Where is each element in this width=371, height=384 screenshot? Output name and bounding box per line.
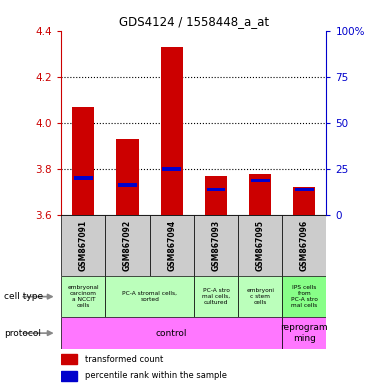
Text: protocol: protocol xyxy=(4,329,41,338)
Text: GSM867092: GSM867092 xyxy=(123,220,132,271)
Bar xyxy=(61,371,77,381)
FancyBboxPatch shape xyxy=(282,215,326,276)
FancyBboxPatch shape xyxy=(194,276,238,317)
Bar xyxy=(249,174,271,215)
Text: GSM867096: GSM867096 xyxy=(300,220,309,271)
Text: percentile rank within the sample: percentile rank within the sample xyxy=(85,371,227,380)
FancyBboxPatch shape xyxy=(194,215,238,276)
Bar xyxy=(207,188,225,191)
Text: cell type: cell type xyxy=(4,292,43,301)
Text: GSM867094: GSM867094 xyxy=(167,220,176,271)
Bar xyxy=(293,187,315,215)
Text: control: control xyxy=(156,329,187,338)
FancyBboxPatch shape xyxy=(282,276,326,317)
Text: PC-A stromal cells,
sorted: PC-A stromal cells, sorted xyxy=(122,291,177,302)
Bar xyxy=(251,179,270,182)
FancyBboxPatch shape xyxy=(61,317,282,349)
Bar xyxy=(74,177,93,180)
Text: GSM867095: GSM867095 xyxy=(256,220,265,271)
FancyBboxPatch shape xyxy=(238,276,282,317)
Bar xyxy=(118,183,137,187)
Text: GSM867093: GSM867093 xyxy=(211,220,220,271)
FancyBboxPatch shape xyxy=(150,215,194,276)
FancyBboxPatch shape xyxy=(61,215,105,276)
Text: GSM867091: GSM867091 xyxy=(79,220,88,271)
Title: GDS4124 / 1558448_a_at: GDS4124 / 1558448_a_at xyxy=(119,15,269,28)
Bar xyxy=(72,107,94,215)
Bar xyxy=(161,47,183,215)
Bar xyxy=(61,354,77,364)
FancyBboxPatch shape xyxy=(282,317,326,349)
Bar xyxy=(162,167,181,170)
Bar xyxy=(116,139,139,215)
Text: PC-A stro
mal cells,
cultured: PC-A stro mal cells, cultured xyxy=(202,288,230,305)
FancyBboxPatch shape xyxy=(238,215,282,276)
FancyBboxPatch shape xyxy=(105,215,150,276)
FancyBboxPatch shape xyxy=(61,276,105,317)
Bar xyxy=(205,176,227,215)
FancyBboxPatch shape xyxy=(105,276,194,317)
Text: IPS cells
from
PC-A stro
mal cells: IPS cells from PC-A stro mal cells xyxy=(291,285,318,308)
Text: embryonal
carcinom
a NCCIT
cells: embryonal carcinom a NCCIT cells xyxy=(68,285,99,308)
Text: transformed count: transformed count xyxy=(85,354,163,364)
Bar xyxy=(295,188,314,191)
Text: embryoni
c stem
cells: embryoni c stem cells xyxy=(246,288,274,305)
Text: reprogram
ming: reprogram ming xyxy=(280,323,328,343)
